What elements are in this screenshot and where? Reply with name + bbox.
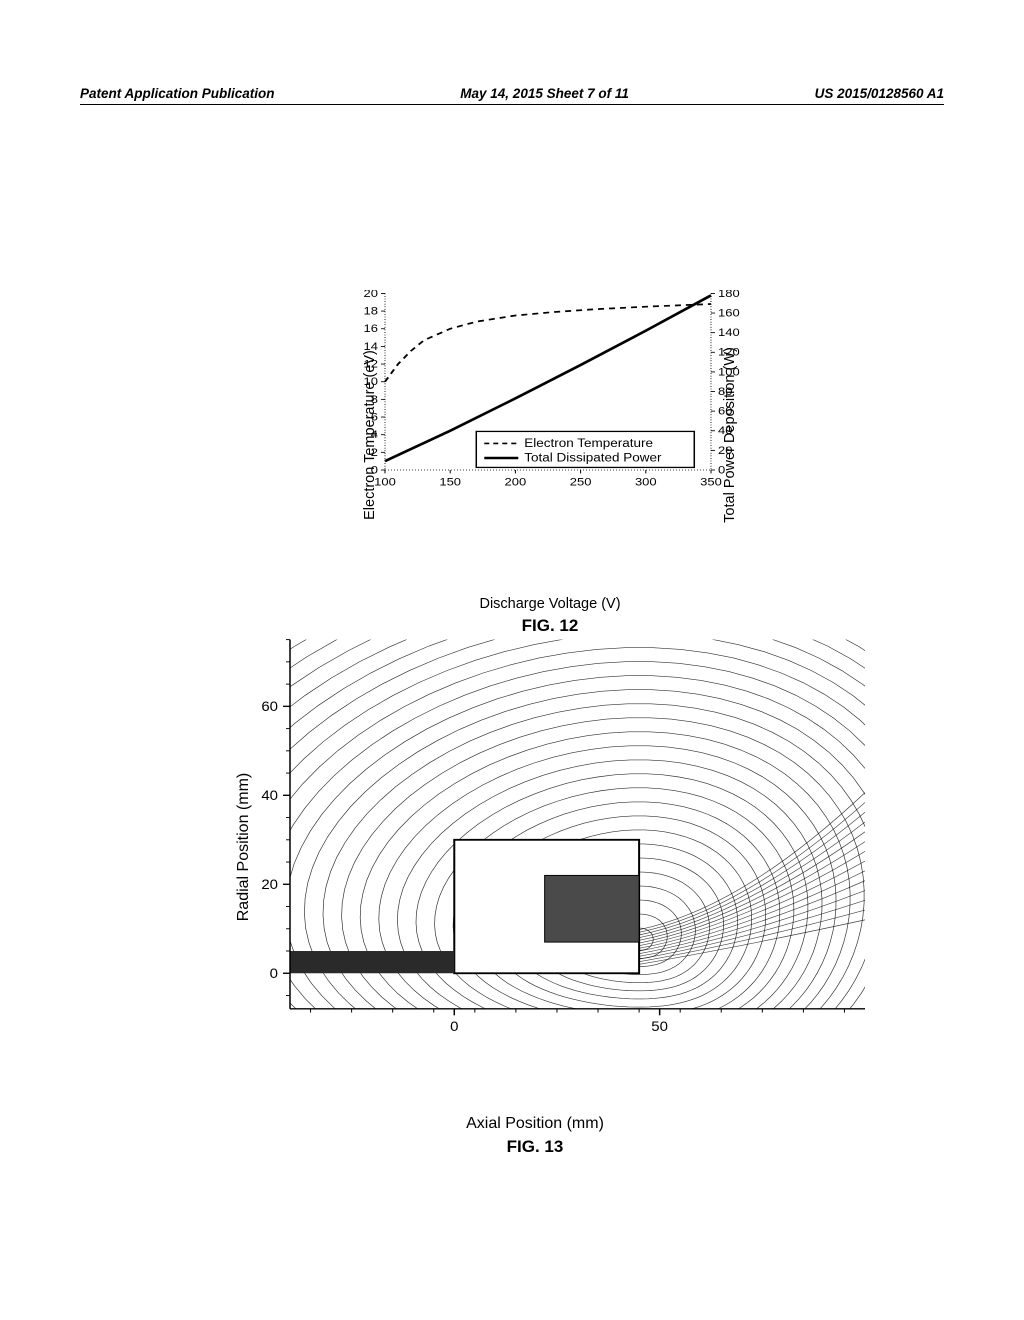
svg-text:Total Dissipated Power: Total Dissipated Power [524,451,661,464]
svg-text:20: 20 [718,444,733,457]
svg-text:300: 300 [635,475,657,488]
svg-text:0: 0 [371,463,379,476]
svg-text:180: 180 [718,290,740,300]
svg-text:6: 6 [371,410,379,423]
svg-text:40: 40 [718,424,733,437]
svg-text:100: 100 [374,475,396,488]
fig13-x-label: Axial Position (mm) [466,1115,604,1133]
svg-text:20: 20 [364,290,379,300]
svg-text:0: 0 [718,463,726,476]
fig13-caption: FIG. 13 [507,1137,564,1157]
fig12-caption: FIG. 12 [522,616,579,636]
svg-text:80: 80 [718,385,733,398]
svg-text:18: 18 [364,304,379,317]
svg-text:40: 40 [261,788,278,803]
svg-text:Electron Temperature: Electron Temperature [524,437,653,450]
header-rule [80,104,944,105]
svg-text:350: 350 [700,475,722,488]
svg-text:140: 140 [718,326,740,339]
svg-text:12: 12 [364,357,379,370]
svg-text:20: 20 [261,877,278,892]
fig12-plot: 0246810121416182002040608010012014016018… [355,290,745,500]
fig12-x-label: Discharge Voltage (V) [479,596,620,612]
svg-text:0: 0 [450,1019,458,1034]
svg-text:150: 150 [439,475,461,488]
svg-text:250: 250 [570,475,592,488]
svg-text:14: 14 [364,340,379,353]
svg-text:50: 50 [651,1019,668,1034]
svg-text:60: 60 [718,404,733,417]
svg-text:100: 100 [718,365,740,378]
svg-text:8: 8 [371,393,379,406]
fig13-plot: 0 20 40 60 0 50 [250,635,870,1055]
svg-text:200: 200 [505,475,527,488]
svg-text:120: 120 [718,346,740,359]
svg-text:10: 10 [364,375,379,388]
header-left: Patent Application Publication [80,86,275,101]
figure-13: Radial Position (mm) 0204060050 Axial Po… [195,635,875,1105]
svg-text:2: 2 [371,446,379,459]
svg-text:60: 60 [261,699,278,714]
figure-12: Electron Temperature (eV) Total Power De… [300,290,800,580]
header-right: US 2015/0128560 A1 [815,86,944,101]
header-center: May 14, 2015 Sheet 7 of 11 [460,86,629,101]
svg-text:16: 16 [364,322,379,335]
svg-text:0: 0 [270,966,278,981]
svg-text:4: 4 [371,428,379,441]
svg-text:160: 160 [718,306,740,319]
